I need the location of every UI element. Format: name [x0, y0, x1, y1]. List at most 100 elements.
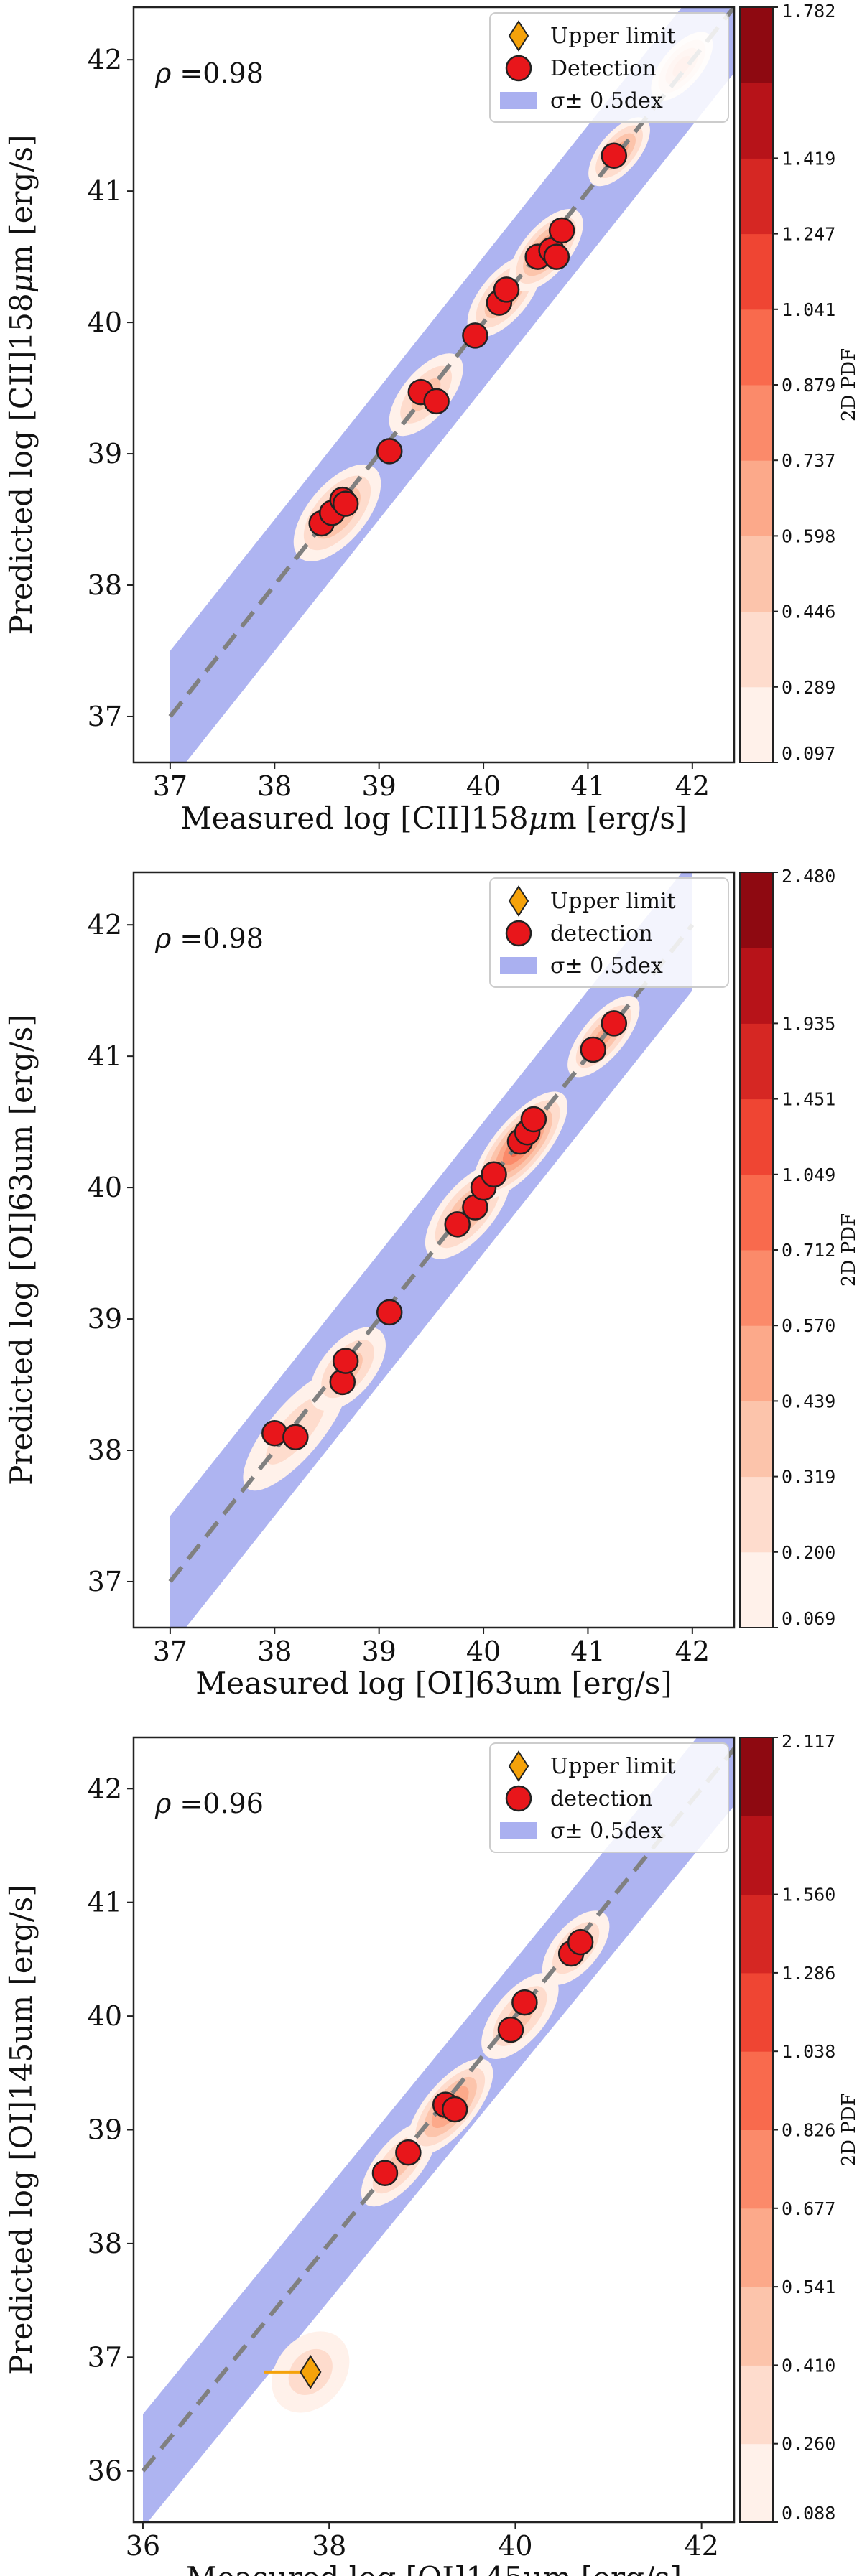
- y-axis-label-part: Predicted log [CII]158: [4, 293, 39, 635]
- legend-label-band: σ± 0.5dex: [550, 1819, 663, 1844]
- x-tick-label: 39: [361, 1635, 396, 1667]
- detection-point-3: [332, 490, 359, 517]
- colorbar-tick-label: 1.782: [782, 1, 835, 22]
- colorbar-tick-label: 0.677: [782, 2198, 835, 2219]
- y-tick-label: 40: [88, 2000, 122, 2032]
- colorbar-tick-label: 1.038: [782, 2041, 835, 2062]
- colorbar-tick-label: 1.049: [782, 1165, 835, 1185]
- x-tick-label: 40: [466, 770, 501, 802]
- colorbar-segment: [740, 2208, 773, 2287]
- colorbar-segment: [740, 1551, 773, 1628]
- legend-label-upper-limit: Upper limit: [550, 889, 676, 914]
- y-axis-label-part: Predicted log [OI]145um [erg/s]: [4, 1885, 39, 2374]
- x-axis-label-greek: μ: [529, 801, 548, 836]
- colorbar-segment: [740, 1737, 773, 1816]
- rho-symbol: ρ: [154, 1788, 172, 1819]
- colorbar: 0.097 0.289 0.446 0.598 0.737 0.879 1.041 1.247…: [739, 1, 860, 764]
- colorbar-tick-label: 0.446: [782, 602, 835, 622]
- upper-limit-marker: [300, 2355, 322, 2389]
- x-tick-label: 41: [570, 770, 605, 802]
- detection-point-12: [580, 1036, 606, 1063]
- detection-point-3: [441, 2096, 468, 2123]
- colorbar-tick-label: 0.200: [782, 1542, 835, 1563]
- legend-label-band: σ± 0.5dex: [550, 88, 663, 113]
- x-tick-label: 37: [153, 1635, 187, 1667]
- colorbar-tick-label: 1.419: [782, 148, 835, 169]
- colorbar-segment: [740, 536, 773, 612]
- colorbar-tick-label: 2.117: [782, 1731, 835, 1752]
- y-tick-label: 42: [88, 44, 122, 75]
- colorbar-segment: [740, 2051, 773, 2130]
- legend: Upper limit Detection σ± 0.5dex: [489, 12, 729, 123]
- x-tick-label: 38: [257, 1635, 292, 1667]
- legend-detection-icon: [505, 920, 532, 947]
- colorbar-segment: [740, 2287, 773, 2366]
- correlation-annotation: ρ =0.96: [154, 1788, 264, 1819]
- y-tick-label: 37: [88, 1566, 122, 1597]
- colorbar-segment: [740, 1816, 773, 1895]
- y-axis-label: Predicted log [OI]63um [erg/s]: [4, 1014, 39, 1485]
- colorbar-tick-label: 0.879: [782, 375, 835, 396]
- colorbar-segment: [740, 1325, 773, 1401]
- x-axis-label: Measured log [OI]63um [erg/s]: [195, 1666, 672, 1701]
- colorbar-segment: [740, 7, 773, 83]
- detection-point-1: [395, 2139, 422, 2166]
- colorbar-segment: [740, 1972, 773, 2052]
- colorbar-segment: [740, 2365, 773, 2445]
- one-to-one-line: [168, 7, 734, 718]
- detection-point-4: [376, 1299, 403, 1326]
- y-tick-label: 42: [88, 909, 122, 941]
- colorbar-tick-label: 1.286: [782, 1963, 835, 1984]
- y-tick-label: 36: [88, 2455, 122, 2487]
- detections: [308, 142, 628, 537]
- detection-point-4: [497, 2016, 524, 2043]
- x-axis-label-part: Measured log [OI]145um [erg/s]: [186, 2560, 682, 2576]
- detection-point-9: [493, 276, 520, 303]
- detection-point-1: [282, 1424, 309, 1450]
- colorbar-segment: [740, 1401, 773, 1478]
- colorbar-tick-label: 0.737: [782, 450, 835, 471]
- legend: Upper limit detection σ± 0.5dex: [489, 1742, 729, 1853]
- colorbar-tick-label: 0.598: [782, 526, 835, 546]
- x-tick-label: 38: [312, 2530, 346, 2562]
- colorbar: 0.088 0.260 0.410 0.541 0.677 0.826 1.038 1.286…: [739, 1731, 860, 2524]
- colorbar-segment: [740, 686, 773, 763]
- y-axis-label-part: Predicted log [OI]63um [erg/s]: [4, 1014, 39, 1485]
- colorbar-tick-label: 1.451: [782, 1089, 835, 1110]
- colorbar-segment: [740, 83, 773, 159]
- detection-point-14: [601, 142, 628, 169]
- correlation-annotation: ρ =0.98: [154, 57, 264, 89]
- colorbar-tick-label: 0.410: [782, 2355, 835, 2376]
- y-tick-label: 42: [88, 1773, 122, 1804]
- plot-area: [141, 1737, 734, 2522]
- colorbar-tick-label: 1.560: [782, 1885, 835, 1905]
- y-axis-label-part: m [erg/s]: [4, 135, 39, 274]
- rho-value: =0.98: [171, 923, 264, 954]
- x-tick-label: 40: [498, 2530, 532, 2562]
- x-tick-label: 36: [126, 2530, 160, 2562]
- legend-upper-limit-icon: [508, 885, 529, 917]
- detection-point-7: [567, 1928, 594, 1956]
- colorbar-segment: [740, 309, 773, 386]
- legend-box: [489, 12, 729, 123]
- colorbar-segment: [740, 2129, 773, 2209]
- plot-frame: [132, 871, 736, 1629]
- y-tick-label: 41: [88, 1040, 122, 1072]
- plot-area: [168, 872, 695, 1628]
- detection-point-7: [462, 322, 488, 349]
- plot-frame: [132, 6, 736, 764]
- legend-band-icon: [500, 1822, 537, 1839]
- detection-point-13: [601, 1010, 628, 1037]
- legend-detection-icon: [505, 1785, 532, 1812]
- detection-point-13: [548, 217, 575, 244]
- legend-label-detection: detection: [550, 1786, 653, 1811]
- x-axis-label-part: Measured log [CII]158: [181, 801, 529, 836]
- y-tick-label: 39: [88, 2114, 122, 2146]
- colorbar-segment: [740, 1894, 773, 1974]
- x-tick-label: 42: [684, 2530, 718, 2562]
- legend-upper-limit-icon: [508, 1750, 529, 1782]
- colorbar-segment: [740, 1476, 773, 1553]
- colorbar-tick-label: 1.247: [782, 224, 835, 245]
